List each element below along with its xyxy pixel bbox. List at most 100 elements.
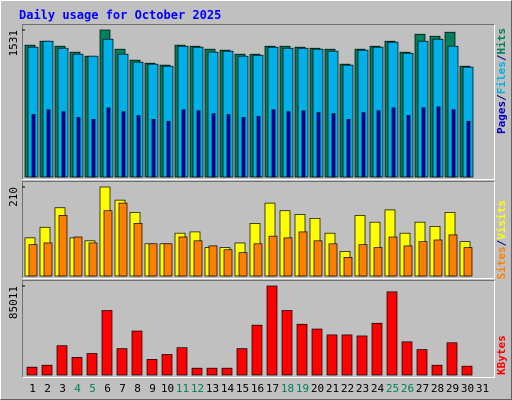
x-tick-label: 30 [461,382,474,395]
x-tick-label: 17 [266,382,279,395]
chart-title: Daily usage for October 2025 [19,8,221,22]
bar [371,322,383,376]
legend-entry: Files [495,61,508,94]
x-tick-label: 22 [341,382,354,395]
bar [331,113,336,178]
bar [343,257,353,277]
x-tick-label: 24 [371,382,385,395]
x-tick-label: 10 [161,382,174,395]
bar [101,310,113,376]
bar [181,109,186,178]
x-tick-label: 18 [281,382,294,395]
bar [356,335,368,376]
x-tick-label: 8 [134,382,141,395]
bar [256,116,261,178]
bar [448,234,458,277]
x-tick-label: 25 [386,382,399,395]
bar [346,119,351,178]
bar [341,334,353,376]
bar [148,243,158,277]
bar [223,249,233,277]
bar [313,240,323,277]
x-tick-label: 26 [401,382,414,395]
bar [56,345,68,376]
bar [58,215,68,277]
x-tick-label: 9 [149,382,156,395]
bar [446,342,458,376]
y-tick-label: 85011 [7,286,20,319]
bar [161,354,173,376]
x-tick-label: 15 [236,382,249,395]
bar [466,120,471,178]
bar [418,241,428,277]
x-tick-label: 16 [251,382,264,395]
bar [406,115,411,178]
x-tick-label: 7 [119,382,126,395]
bar [26,366,38,376]
bar [421,107,426,178]
bar [211,113,216,178]
bar [461,365,473,376]
x-tick-label: 2 [44,382,51,395]
legend-entry: Sites [495,246,508,279]
bar [151,119,156,178]
bar [253,243,263,277]
bar [436,106,441,178]
legend: Pages/Files/Hits [495,28,508,134]
bar [316,112,321,178]
bar [328,243,338,277]
bar [116,348,128,376]
legend-entry: KBytes [495,335,508,375]
bar [88,242,98,277]
x-tick-label: 14 [221,382,235,395]
bar [311,328,323,376]
bar [41,364,53,376]
bar [43,242,53,277]
x-tick-label: 28 [431,382,444,395]
legend-entry: Visits [495,200,508,240]
legend-entry: Hits [495,28,508,55]
bar [61,111,66,178]
y-tick-label: 1531 [7,30,20,57]
bar [118,202,128,277]
bar [281,310,293,376]
x-tick-label: 31 [476,382,489,395]
bar [226,114,231,178]
bar [298,231,308,277]
legend-separator: / [495,54,508,61]
bar [221,367,233,376]
x-tick-label: 11 [176,382,189,395]
legend: Sites/Visits [495,200,508,280]
x-tick-label: 20 [311,382,324,395]
bar [121,111,126,178]
panel-edge-light [22,24,495,180]
bar [358,244,368,277]
bar [376,110,381,178]
bar [146,359,158,376]
bar [283,237,293,277]
bar [301,110,306,178]
bar [401,341,413,376]
bar [463,247,473,277]
bar [451,109,456,178]
legend: KBytes [495,335,508,375]
bar [71,357,83,376]
panel-edge-dark [22,280,495,378]
bar [241,117,246,178]
panel-edge-dark [22,181,495,279]
bar [251,324,263,376]
bar [416,349,428,376]
bar [73,236,83,277]
panel-edge-light [22,280,495,378]
bar [136,115,141,178]
bar [386,291,398,376]
bar [28,244,38,277]
bar [266,285,278,376]
bar [286,111,291,178]
bar [176,347,188,376]
bar [193,240,203,277]
bar [238,252,248,277]
bar [236,348,248,376]
bar [431,364,443,376]
bar [373,247,383,277]
